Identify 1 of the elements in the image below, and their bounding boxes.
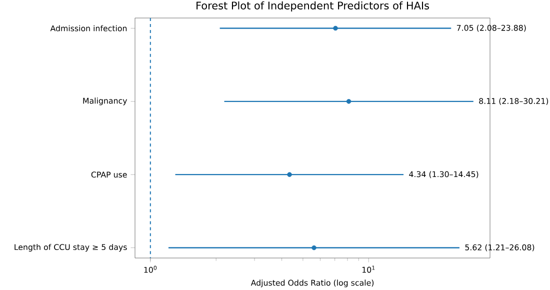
chart-title: Forest Plot of Independent Predictors of HAIs (196, 1, 429, 12)
